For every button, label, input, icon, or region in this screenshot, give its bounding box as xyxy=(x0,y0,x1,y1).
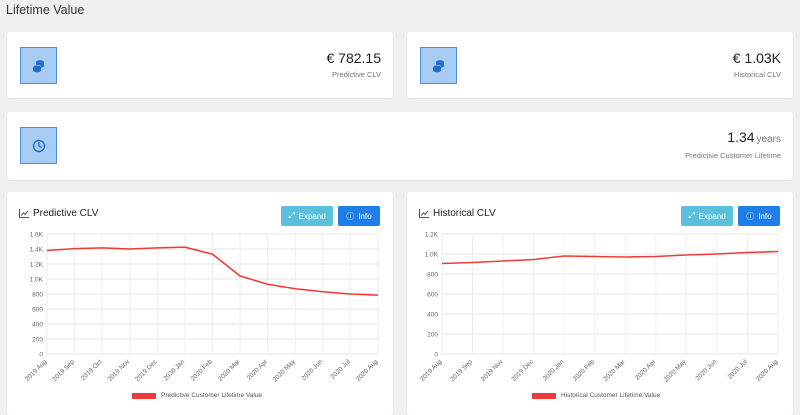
predictive-expand-button[interactable]: ⤢ Expand xyxy=(281,206,333,226)
line-chart-icon xyxy=(19,209,29,218)
x-tick-label: 2019 Sep xyxy=(449,358,474,383)
y-tick-label: 800 xyxy=(427,272,438,279)
y-tick-label: 0 xyxy=(434,352,438,359)
x-tick-label: 2020 Jan xyxy=(542,358,566,382)
predictive-chart-title: Predictive CLV xyxy=(19,208,98,219)
x-tick-label: 2019 Oct xyxy=(80,358,104,382)
expand-label: Expand xyxy=(298,211,326,221)
info-icon: ⓘ xyxy=(746,211,755,221)
info-icon: ⓘ xyxy=(346,211,355,221)
x-tick-label: 2020 Feb xyxy=(190,358,215,383)
coins-icon xyxy=(20,47,57,84)
info-label: Info xyxy=(758,211,772,221)
x-tick-label: 2020 Jun xyxy=(300,358,324,382)
lifetime-unit: years xyxy=(756,134,781,145)
line-chart-icon xyxy=(419,209,429,218)
expand-icon: ⤢ xyxy=(288,211,295,220)
y-tick-label: 1.6K xyxy=(30,232,44,239)
lifetime-label: Predictive Customer Lifetime xyxy=(685,151,781,160)
y-tick-label: 0 xyxy=(39,352,43,359)
x-tick-label: 2020 Apr xyxy=(246,358,270,382)
historical-chart-title-text: Historical CLV xyxy=(433,208,496,219)
x-tick-label: 2019 Nov xyxy=(480,358,505,383)
historical-clv-value: € 1.03K xyxy=(732,50,781,66)
x-tick-label: 2020 Mar xyxy=(602,358,627,383)
x-tick-label: 2019 Dec xyxy=(134,358,159,383)
x-tick-label: 2020 May xyxy=(663,358,689,384)
x-tick-label: 2019 Sep xyxy=(51,358,76,383)
lifetime-number: 1.34 xyxy=(727,129,755,145)
x-tick-label: 2020 Feb xyxy=(572,358,597,383)
y-tick-label: 600 xyxy=(32,307,43,314)
y-tick-label: 1.4K xyxy=(30,247,44,254)
expand-label: Expand xyxy=(698,211,726,221)
customer-lifetime-card: 1.34 years Predictive Customer Lifetime xyxy=(7,112,793,180)
historical-chart-title: Historical CLV xyxy=(419,208,496,219)
y-tick-label: 1.0K xyxy=(30,277,44,284)
x-tick-label: 2019 Aug xyxy=(419,358,444,383)
lifetime-value: 1.34 years xyxy=(727,129,781,145)
info-label: Info xyxy=(358,211,372,221)
x-tick-label: 2020 Jul xyxy=(330,358,353,381)
x-tick-label: 2020 Mar xyxy=(217,358,242,383)
x-tick-label: 2019 Dec xyxy=(510,358,535,383)
historical-legend-label: Historical Customer Lifetime Value xyxy=(561,392,661,399)
predictive-legend-label: Predictive Customer Lifetime Value xyxy=(161,392,263,399)
x-tick-label: 2020 May xyxy=(272,358,298,384)
legend-swatch xyxy=(532,392,556,399)
historical-legend: Historical Customer Lifetime Value xyxy=(532,392,660,399)
historical-clv-label: Historical CLV xyxy=(734,70,781,79)
predictive-legend: Predictive Customer Lifetime Value xyxy=(132,392,262,399)
x-tick-label: 2020 Jan xyxy=(162,358,186,382)
y-tick-label: 200 xyxy=(427,332,438,339)
y-tick-label: 400 xyxy=(32,322,43,329)
y-tick-label: 800 xyxy=(32,292,43,299)
legend-swatch xyxy=(132,392,156,399)
y-tick-label: 200 xyxy=(32,337,43,344)
x-tick-label: 2020 Apr xyxy=(634,358,658,382)
y-tick-label: 400 xyxy=(427,312,438,319)
x-tick-label: 2019 Nov xyxy=(107,358,132,383)
y-tick-label: 1.2K xyxy=(425,232,439,239)
y-tick-label: 1.0K xyxy=(425,252,439,259)
predictive-clv-value: € 782.15 xyxy=(326,50,382,66)
x-tick-label: 2020 Aug xyxy=(755,358,780,383)
y-tick-label: 1.2K xyxy=(30,262,44,269)
x-tick-label: 2019 Aug xyxy=(24,358,49,383)
predictive-clv-chart-card: Predictive CLV ⤢ Expand ⓘ Info 0 200 400 600 8… xyxy=(7,192,393,415)
historical-clv-chart-card: Historical CLV ⤢ Expand ⓘ Info 0 200 400 600 8… xyxy=(407,192,793,415)
historical-clv-card: € 1.03K Historical CLV xyxy=(407,32,793,98)
x-tick-label: 2020 Jul xyxy=(727,358,750,381)
predictive-info-button[interactable]: ⓘ Info xyxy=(338,206,380,226)
historical-info-button[interactable]: ⓘ Info xyxy=(738,206,780,226)
page-title: Lifetime Value xyxy=(6,3,85,17)
historical-expand-button[interactable]: ⤢ Expand xyxy=(681,206,733,226)
coins-icon xyxy=(420,47,457,84)
x-tick-label: 2020 Aug xyxy=(355,358,380,383)
expand-icon: ⤢ xyxy=(688,211,695,220)
y-tick-label: 600 xyxy=(427,292,438,299)
predictive-clv-label: Predictive CLV xyxy=(331,70,381,79)
clock-icon xyxy=(20,127,57,164)
predictive-clv-card: € 782.15 Predictive CLV xyxy=(7,32,393,98)
x-tick-label: 2020 Jun xyxy=(694,358,718,382)
predictive-chart-title-text: Predictive CLV xyxy=(33,208,99,219)
series-line xyxy=(441,250,779,265)
